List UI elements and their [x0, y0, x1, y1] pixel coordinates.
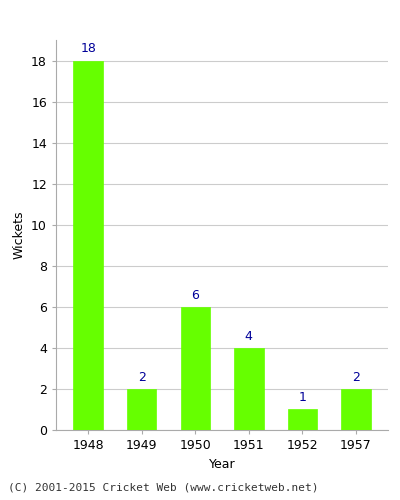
Bar — [288, 410, 317, 430]
X-axis label: Year: Year — [209, 458, 235, 470]
Bar — [341, 389, 370, 430]
Bar — [234, 348, 264, 430]
Text: 4: 4 — [245, 330, 253, 343]
Text: 6: 6 — [191, 288, 199, 302]
Text: 2: 2 — [352, 371, 360, 384]
Bar — [180, 307, 210, 430]
Bar — [74, 60, 103, 430]
Y-axis label: Wickets: Wickets — [12, 211, 26, 259]
Text: 2: 2 — [138, 371, 146, 384]
Text: 1: 1 — [298, 392, 306, 404]
Text: 18: 18 — [80, 42, 96, 56]
Bar — [127, 389, 156, 430]
Text: (C) 2001-2015 Cricket Web (www.cricketweb.net): (C) 2001-2015 Cricket Web (www.cricketwe… — [8, 482, 318, 492]
